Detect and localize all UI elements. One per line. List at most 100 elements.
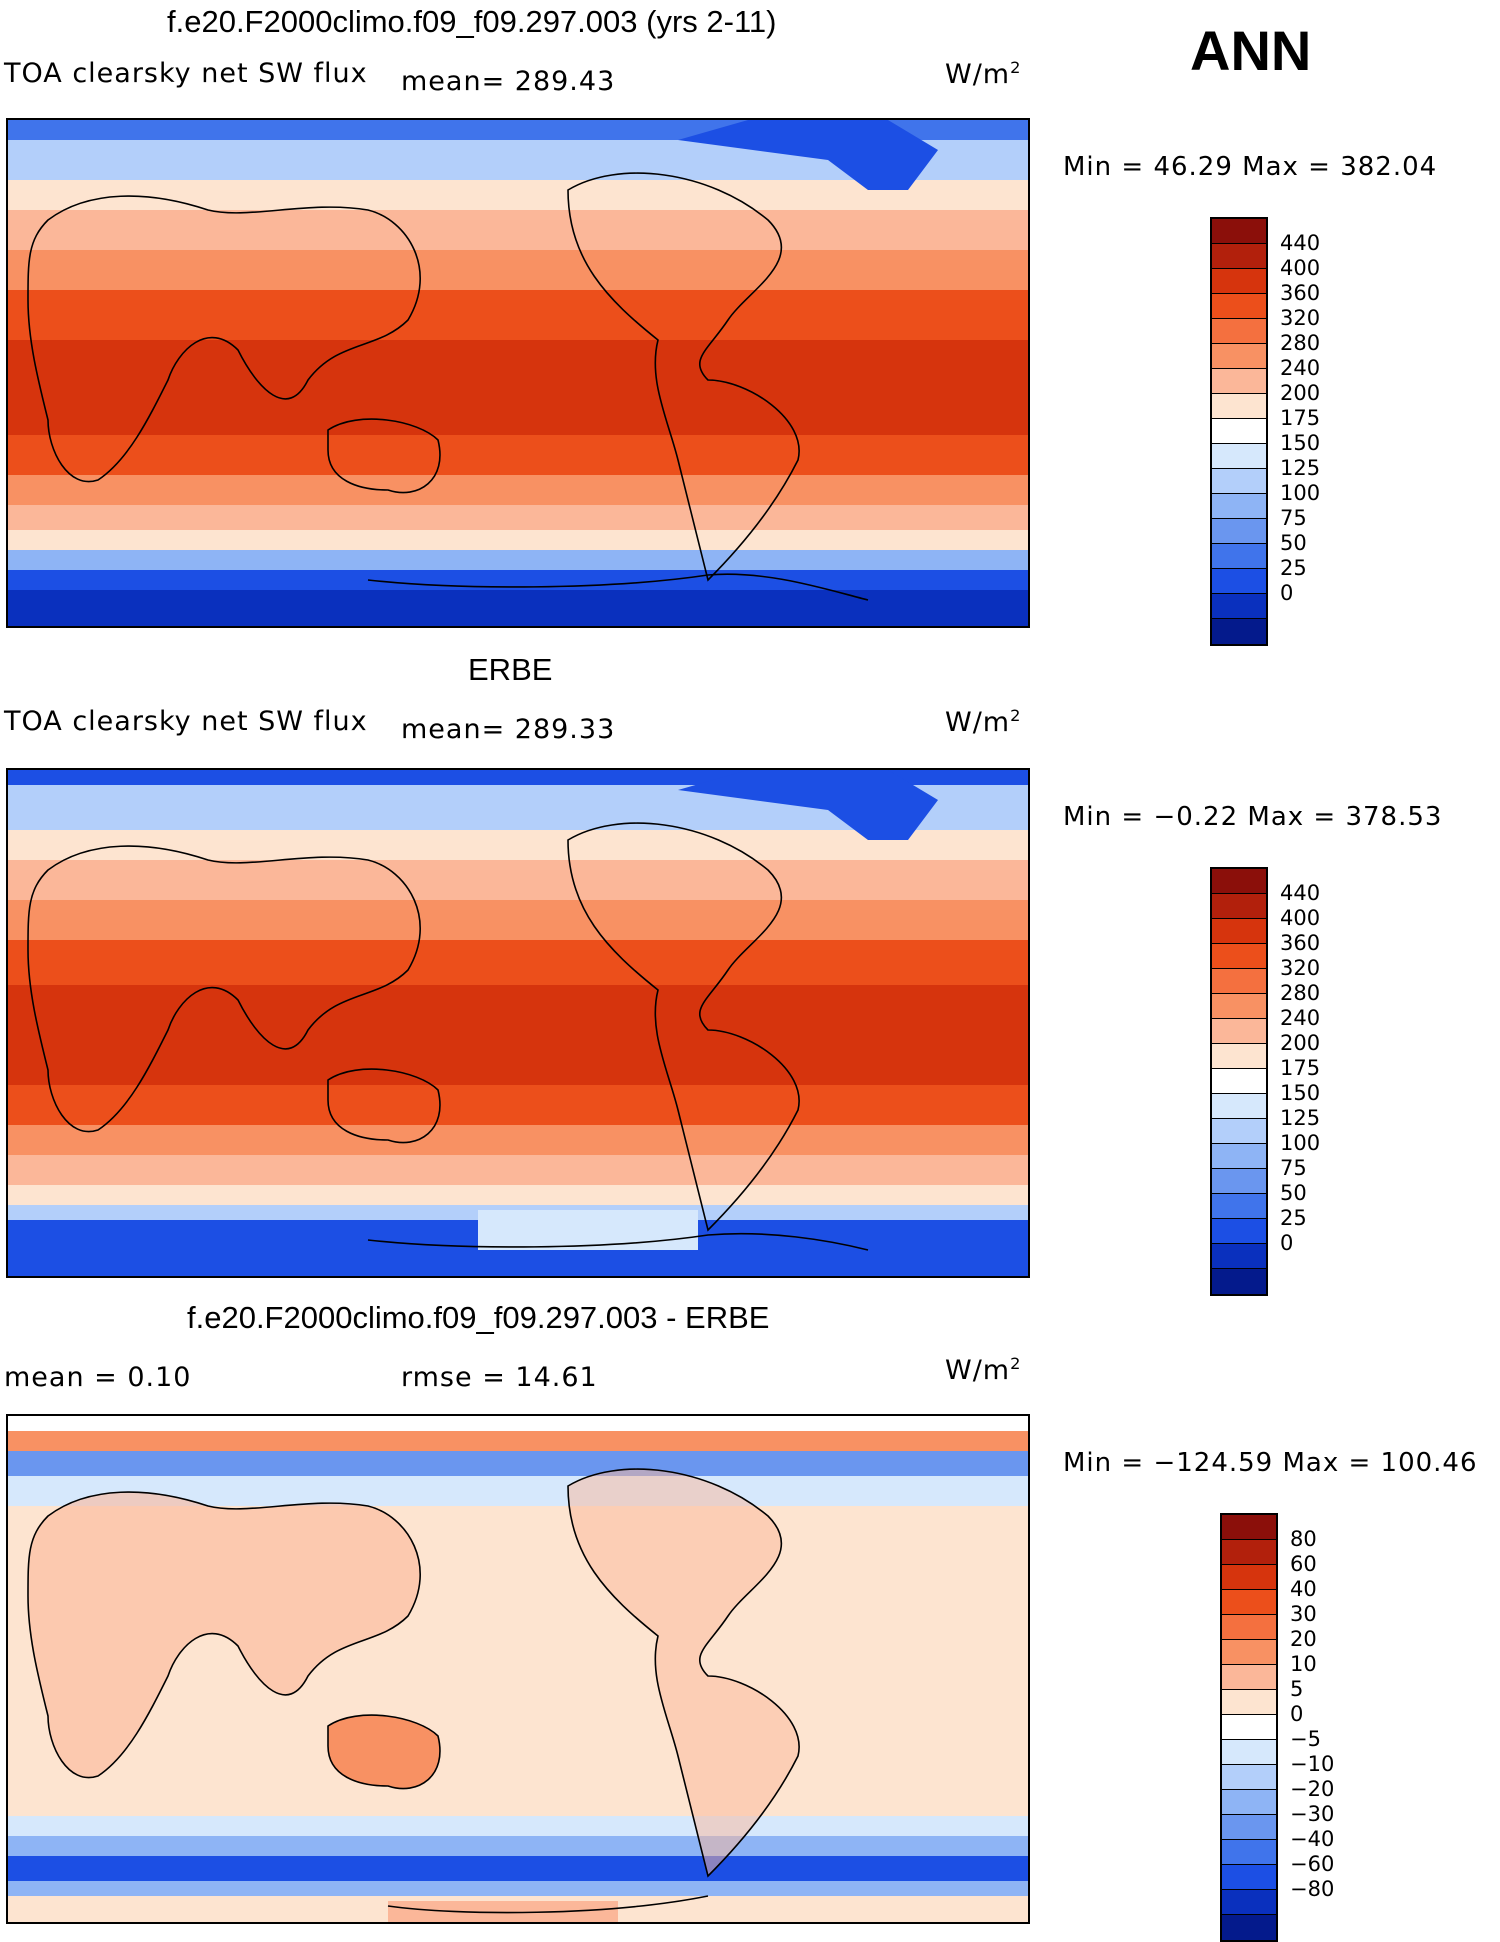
colorbar-label: 10 [1290, 1652, 1317, 1676]
panel1-minmax: Min = 46.29 Max = 382.04 [1063, 152, 1438, 182]
colorbar-label: −20 [1290, 1777, 1335, 1801]
panel1-units: W/m2 [945, 58, 1022, 90]
colorbar-swatch [1222, 1590, 1276, 1615]
colorbar-swatch [1212, 594, 1266, 619]
panel2-colorbar [1210, 867, 1268, 1296]
colorbar-swatch [1222, 1690, 1276, 1715]
colorbar-swatch [1212, 344, 1266, 369]
colorbar-label: 240 [1280, 356, 1321, 380]
panel3-colorbar [1220, 1513, 1278, 1942]
panel2-title: ERBE [468, 652, 553, 687]
colorbar-label: −60 [1290, 1852, 1335, 1876]
colorbar-swatch [1222, 1640, 1276, 1665]
colorbar-swatch [1212, 219, 1266, 244]
colorbar-label: 30 [1290, 1602, 1317, 1626]
colorbar-swatch [1222, 1665, 1276, 1690]
colorbar-swatch [1212, 944, 1266, 969]
colorbar-label: −30 [1290, 1802, 1335, 1826]
panel1-map [6, 118, 1030, 628]
colorbar-swatch [1212, 894, 1266, 919]
panel3-units: W/m2 [945, 1354, 1022, 1386]
colorbar-swatch [1212, 519, 1266, 544]
colorbar-swatch [1212, 1094, 1266, 1119]
panel1-variable: TOA clearsky net SW flux [4, 58, 368, 89]
colorbar-swatch [1212, 1144, 1266, 1169]
colorbar-label: 25 [1280, 556, 1307, 580]
colorbar-label: 50 [1280, 531, 1307, 555]
colorbar-label: 100 [1280, 481, 1321, 505]
colorbar-swatch [1212, 269, 1266, 294]
panel2-mean: mean= 289.33 [401, 714, 616, 745]
colorbar-label: 125 [1280, 1106, 1321, 1130]
season-label: ANN [1190, 19, 1312, 82]
panel3-map-field [8, 1416, 1028, 1922]
colorbar-swatch [1212, 569, 1266, 594]
colorbar-swatch [1212, 369, 1266, 394]
colorbar-label: −5 [1290, 1727, 1321, 1751]
colorbar-label: 0 [1290, 1702, 1304, 1726]
colorbar-label: 150 [1280, 1081, 1321, 1105]
colorbar-swatch [1212, 394, 1266, 419]
colorbar-label: 60 [1290, 1552, 1317, 1576]
colorbar-swatch [1212, 919, 1266, 944]
colorbar-label: 5 [1290, 1677, 1304, 1701]
panel2-map-field [8, 770, 1028, 1276]
colorbar-label: 320 [1280, 306, 1321, 330]
colorbar-swatch [1212, 294, 1266, 319]
colorbar-label: 20 [1290, 1627, 1317, 1651]
panel2-map [6, 768, 1030, 1278]
panel1-mean: mean= 289.43 [401, 66, 616, 97]
colorbar-label: 280 [1280, 981, 1321, 1005]
colorbar-label: 50 [1280, 1181, 1307, 1205]
colorbar-swatch [1212, 1069, 1266, 1094]
colorbar-swatch [1222, 1540, 1276, 1565]
colorbar-swatch [1212, 619, 1266, 644]
colorbar-label: 360 [1280, 281, 1321, 305]
colorbar-swatch [1212, 1044, 1266, 1069]
colorbar-swatch [1222, 1615, 1276, 1640]
panel3-minmax: Min = −124.59 Max = 100.46 [1063, 1448, 1478, 1478]
panel3-mean: mean = 0.10 [4, 1362, 192, 1393]
colorbar-swatch [1212, 419, 1266, 444]
colorbar-swatch [1222, 1865, 1276, 1890]
colorbar-swatch [1212, 1194, 1266, 1219]
colorbar-label: 360 [1280, 931, 1321, 955]
colorbar-label: 25 [1280, 1206, 1307, 1230]
colorbar-label: −80 [1290, 1877, 1335, 1901]
colorbar-label: 125 [1280, 456, 1321, 480]
panel1-map-field [8, 120, 1028, 626]
colorbar-swatch [1222, 1740, 1276, 1765]
colorbar-label: 320 [1280, 956, 1321, 980]
colorbar-label: 400 [1280, 906, 1321, 930]
colorbar-swatch [1222, 1765, 1276, 1790]
colorbar-swatch [1222, 1565, 1276, 1590]
colorbar-swatch [1222, 1890, 1276, 1915]
colorbar-label: −10 [1290, 1752, 1335, 1776]
colorbar-swatch [1212, 319, 1266, 344]
colorbar-swatch [1222, 1915, 1276, 1940]
colorbar-label: 240 [1280, 1006, 1321, 1030]
colorbar-label: 0 [1280, 1231, 1294, 1255]
colorbar-label: 200 [1280, 1031, 1321, 1055]
colorbar-label: 440 [1280, 881, 1321, 905]
panel2-variable: TOA clearsky net SW flux [4, 706, 368, 737]
colorbar-label: 150 [1280, 431, 1321, 455]
colorbar-swatch [1222, 1715, 1276, 1740]
colorbar-swatch [1212, 869, 1266, 894]
panel2-units: W/m2 [945, 706, 1022, 738]
panel3-map [6, 1414, 1030, 1924]
colorbar-label: 80 [1290, 1527, 1317, 1551]
colorbar-label: 200 [1280, 381, 1321, 405]
colorbar-label: 100 [1280, 1131, 1321, 1155]
colorbar-swatch [1212, 1269, 1266, 1294]
colorbar-label: 175 [1280, 1056, 1321, 1080]
colorbar-label: 280 [1280, 331, 1321, 355]
panel1-colorbar [1210, 217, 1268, 646]
colorbar-swatch [1212, 1219, 1266, 1244]
colorbar-swatch [1212, 994, 1266, 1019]
colorbar-swatch [1222, 1790, 1276, 1815]
colorbar-swatch [1212, 1019, 1266, 1044]
colorbar-label: 75 [1280, 506, 1307, 530]
panel2-minmax: Min = −0.22 Max = 378.53 [1063, 802, 1443, 832]
panel3-rmse: rmse = 14.61 [401, 1362, 598, 1393]
